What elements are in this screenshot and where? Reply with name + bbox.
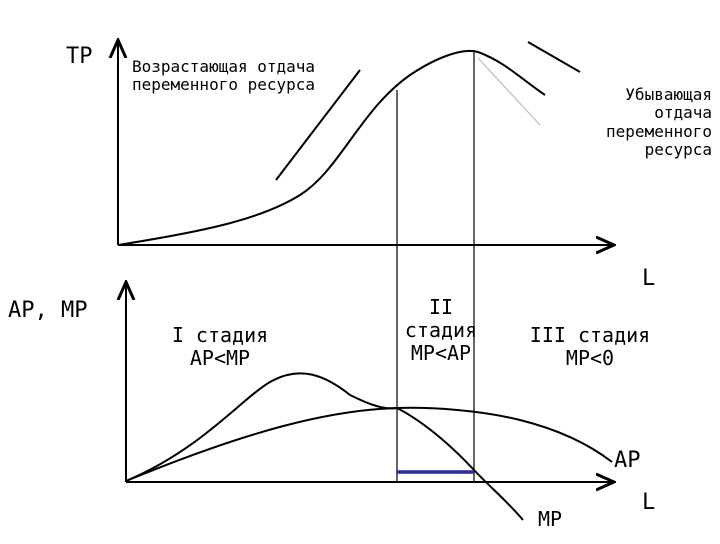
bottom-l-axis-label: L [642,490,656,515]
stage1-label: I стадия AP<MP [171,323,269,370]
ap-mp-axis-label: AP, MP [8,298,88,323]
tp-axis-label: TP [66,44,93,69]
stage2-label: II стадия MP<AP [404,295,478,365]
mp-curve [125,372,524,521]
ap-curve [125,406,613,482]
mp-curve-label: MP [538,507,563,531]
tp-curve [117,49,546,246]
top-l-axis-label: L [642,266,656,291]
increasing-returns-label: Возрастающая отдача переменного ресурса [132,57,316,95]
diminishing-returns-label: Убывающая отдача переменного ресурса [606,85,712,160]
tp-max-faint-line [477,57,541,126]
ap-curve-label: AP [614,448,641,473]
stage3-label: III стадия MP<0 [529,323,651,370]
increasing-returns-tangent [275,69,361,181]
diminishing-returns-tangent [527,41,581,73]
